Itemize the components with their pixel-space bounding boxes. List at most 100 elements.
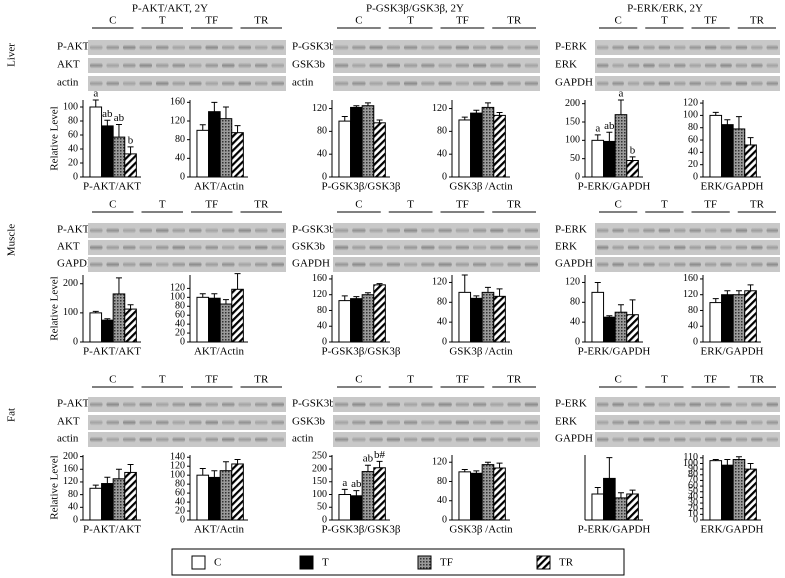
y-tick-label: 20 — [175, 327, 185, 338]
blot-band — [139, 261, 152, 268]
blot-band — [643, 62, 655, 69]
error-bar — [364, 292, 371, 295]
blot-group-label: C — [614, 374, 621, 386]
blot-band — [689, 227, 701, 234]
blot-band — [205, 419, 218, 426]
legend-label: C — [214, 557, 221, 569]
blot-label: P-GSK3b — [292, 41, 335, 53]
blot-band — [751, 44, 763, 51]
blot-band — [255, 80, 268, 87]
y-tick-label: 0 — [693, 336, 698, 347]
blot-strip — [595, 40, 780, 55]
blot-group-label: TR — [507, 15, 522, 27]
blot-label: P-ERK — [555, 224, 587, 236]
y-tick-label: 0 — [693, 514, 698, 525]
blot-band — [766, 244, 778, 251]
error-bar — [115, 124, 122, 138]
bar — [626, 160, 639, 178]
bar — [626, 493, 639, 521]
blot-band — [689, 436, 701, 443]
error-bar — [364, 464, 371, 472]
blot-band — [421, 80, 435, 87]
blot-group-label: C — [614, 15, 621, 27]
y-tick-label: 0 — [442, 336, 447, 347]
blot-band — [658, 261, 671, 268]
bar — [709, 460, 723, 521]
blot-band — [404, 261, 418, 268]
blot-band — [438, 419, 452, 426]
blot-strip — [333, 397, 540, 412]
blot-band — [90, 44, 103, 51]
y-tick-label: 80 — [175, 301, 185, 312]
tissue-label: Fat — [6, 408, 18, 422]
x-axis-label: ERK/GAPDH — [701, 181, 764, 193]
blot-band — [612, 62, 624, 69]
blot-band — [386, 62, 400, 69]
column-title: P-AKT/AKT, 2Y — [132, 3, 208, 15]
blot-band — [106, 419, 119, 426]
error-bar — [211, 101, 218, 112]
blot-band — [704, 44, 717, 51]
y-tick-label: 40 — [437, 495, 447, 506]
legend-swatch — [536, 555, 551, 570]
blot-band — [597, 80, 609, 87]
blot-group-label: T — [661, 374, 668, 386]
blot-band — [205, 436, 218, 443]
annotation: a — [595, 122, 600, 134]
y-tick-label: 50 — [688, 486, 698, 497]
blot-band — [490, 244, 504, 251]
blot-band — [238, 62, 251, 69]
y-tick-label: 40 — [175, 318, 185, 329]
blot-label: actin — [292, 77, 314, 89]
blot-band — [421, 401, 435, 408]
blot-band — [597, 419, 609, 426]
blot-band — [404, 227, 418, 234]
blot-band — [524, 244, 538, 251]
annotation: b# — [374, 449, 386, 461]
y-tick-label: 40 — [317, 148, 327, 159]
error-bar — [115, 468, 122, 479]
blot-band — [735, 261, 748, 268]
bar — [732, 128, 746, 178]
legend-label: T — [322, 557, 329, 569]
blot-band — [222, 227, 235, 234]
bar — [493, 295, 506, 343]
error-bar — [617, 99, 624, 115]
y-tick-label: 40 — [437, 316, 447, 327]
bar — [481, 291, 495, 343]
blot-band — [658, 62, 671, 69]
blot-band — [507, 401, 521, 408]
blot-band — [271, 261, 284, 268]
blot-band — [369, 62, 383, 69]
blot-band — [720, 436, 732, 443]
error-bar — [127, 146, 134, 154]
y-tick-label: 60 — [688, 480, 698, 491]
blot-group-label: TF — [456, 374, 469, 386]
error-bar — [496, 112, 503, 116]
blot-band — [172, 80, 185, 87]
blot-band — [627, 80, 640, 87]
blot-band — [369, 80, 383, 87]
error-bar — [594, 134, 601, 141]
blot-band — [473, 227, 487, 234]
blot-band — [139, 436, 152, 443]
blot-band — [704, 419, 717, 426]
bar — [603, 477, 616, 521]
blot-group-label: TR — [254, 15, 269, 27]
blot-band — [123, 261, 136, 268]
annotation: ab — [102, 108, 113, 120]
y-tick-label: 0 — [180, 336, 185, 347]
blot-strip — [333, 432, 540, 447]
blot-band — [271, 44, 284, 51]
error-bar — [461, 468, 468, 472]
legend-swatch — [299, 555, 314, 570]
blot-group-label: TR — [507, 199, 522, 211]
blot-band — [404, 44, 418, 51]
blot-band — [421, 227, 435, 234]
blot-band — [704, 62, 717, 69]
bar — [338, 120, 352, 178]
bar — [591, 493, 605, 521]
blot-band — [369, 244, 383, 251]
y-tick-label: 100 — [170, 469, 185, 480]
x-axis-label: ERK/GAPDH — [701, 524, 764, 536]
